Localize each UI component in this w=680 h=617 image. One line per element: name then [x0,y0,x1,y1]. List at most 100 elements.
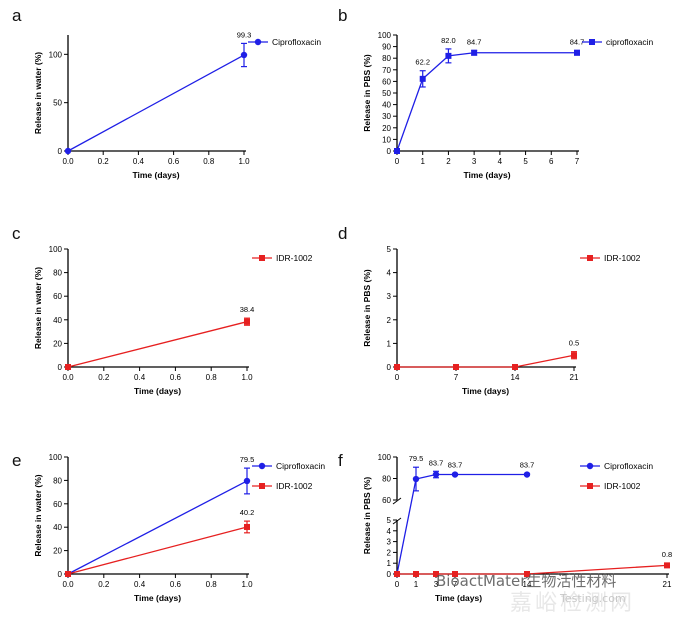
data-point-f-idr-1002 [452,571,458,577]
data-point-f-idr-1002 [433,571,439,577]
axis-break-mark-upper [392,497,402,505]
y-tick-label-c: 0 [58,363,63,372]
y-tick-label-f: 0 [387,570,392,579]
y-tick-label-b: 100 [378,31,392,40]
y-tick-label-f: 2 [387,548,392,557]
x-tick-label-a: 0.0 [62,157,74,166]
x-axis-title-d: Time (days) [462,386,509,396]
y-axis-title-f: Release in PBS (%) [362,477,372,555]
y-tick-label-f: 1 [387,559,392,568]
legend-label-e: Ciprofloxacin [276,461,325,471]
x-tick-label-f: 21 [663,580,672,589]
x-tick-label-b: 6 [549,157,554,166]
y-tick-label-b: 10 [382,135,391,144]
y-tick-label-c: 100 [49,245,63,254]
x-axis-title-c: Time (days) [134,386,181,396]
x-tick-label-a: 1.0 [238,157,250,166]
x-tick-label-c: 0.8 [206,373,218,382]
data-label-b: 84.7 [570,37,585,46]
x-tick-label-c: 0.2 [98,373,110,382]
series-line-c-idr-1002 [67,321,248,368]
x-tick-label-e: 0.2 [98,580,110,589]
x-axis-title-f: Time (days) [435,593,482,603]
y-tick-label-a: 50 [53,99,62,108]
x-tick-label-e: 0.0 [62,580,74,589]
data-label-a: 99.3 [237,30,252,39]
x-tick-label-e: 1.0 [241,580,253,589]
data-point-e-idr-1002 [244,523,250,530]
y-tick-label-e: 80 [53,476,62,485]
y-axis-title-d: Release in PBS (%) [362,269,372,347]
series-line-e-ciprofloxacin [67,480,248,575]
data-point-e-ciprofloxacin [243,477,251,485]
x-tick-label-b: 1 [420,157,425,166]
data-point-d-idr-1002 [571,352,577,359]
data-label-c: 38.4 [240,305,255,314]
data-point-a-ciprofloxacin [240,51,248,59]
legend-swatch-marker-a [254,38,262,46]
legend-label-f: IDR-1002 [604,481,641,491]
y-tick-label-e: 100 [49,453,63,462]
data-point-d-idr-1002 [512,364,518,370]
x-tick-label-c: 1.0 [241,373,253,382]
watermark-site-url: Testing.com [560,592,626,605]
series-line-e-idr-1002 [67,526,248,575]
data-point-f-idr-1002 [413,571,419,577]
legend-label-f: Ciprofloxacin [604,461,653,471]
legend-swatch-marker-f [587,483,593,489]
y-tick-label-f: 80 [382,475,391,484]
data-point-d-idr-1002 [453,364,459,370]
x-tick-label-c: 0.6 [170,373,182,382]
data-point-f-ciprofloxacin [451,471,459,478]
data-label-e: 79.5 [240,455,255,464]
x-tick-label-a: 0.6 [168,157,180,166]
y-tick-label-a: 100 [49,50,63,59]
y-axis-title-b: Release in PBS (%) [362,54,372,132]
legend-label-a: Ciprofloxacin [272,37,321,47]
y-tick-label-c: 60 [53,292,62,301]
data-label-b: 62.2 [415,58,430,67]
x-tick-label-b: 3 [472,157,477,166]
y-tick-label-b: 90 [382,43,391,52]
y-axis-title-c: Release in water (%) [33,267,43,349]
data-label-e: 40.2 [240,508,255,517]
x-tick-label-e: 0.4 [134,580,146,589]
y-tick-label-d: 1 [387,339,392,348]
x-tick-label-e: 0.6 [170,580,182,589]
y-tick-label-d: 2 [387,316,392,325]
x-tick-label-b: 0 [395,157,400,166]
data-point-c-idr-1002 [65,364,71,370]
x-tick-label-a: 0.8 [203,157,215,166]
y-tick-label-d: 0 [387,363,392,372]
data-point-b-ciprofloxacin [445,52,452,59]
legend-swatch-marker-c [259,255,265,261]
panel-letter-f: f [338,451,343,470]
legend-swatch-marker-b [589,39,595,45]
y-tick-label-e: 40 [53,523,62,532]
y-tick-label-b: 30 [382,112,391,121]
y-tick-label-f: 3 [387,538,392,547]
panel-letter-e: e [12,451,22,470]
data-point-d-idr-1002 [394,364,400,370]
axis-break-mark-lower [392,517,402,525]
x-axis-title-e: Time (days) [134,593,181,603]
data-point-b-ciprofloxacin [394,148,400,154]
y-tick-label-b: 0 [387,147,392,156]
data-point-a-ciprofloxacin [64,147,72,155]
data-label-f: 79.5 [409,454,424,463]
y-tick-label-b: 60 [382,77,391,86]
y-tick-label-e: 20 [53,547,62,556]
y-tick-label-f: 60 [382,496,391,505]
legend-label-c: IDR-1002 [276,253,313,263]
y-tick-label-b: 80 [382,54,391,63]
data-point-e-idr-1002 [65,571,71,577]
data-point-f-idr-1002 [664,562,670,569]
data-point-f-ciprofloxacin [412,475,420,483]
y-tick-label-b: 50 [382,89,391,98]
legend-swatch-marker-f [586,462,594,470]
series-line-d-idr-1002 [397,354,575,368]
data-point-f-idr-1002 [394,571,400,577]
y-axis-title-a: Release in water (%) [33,52,43,134]
series-line-b-ciprofloxacin [396,52,577,152]
